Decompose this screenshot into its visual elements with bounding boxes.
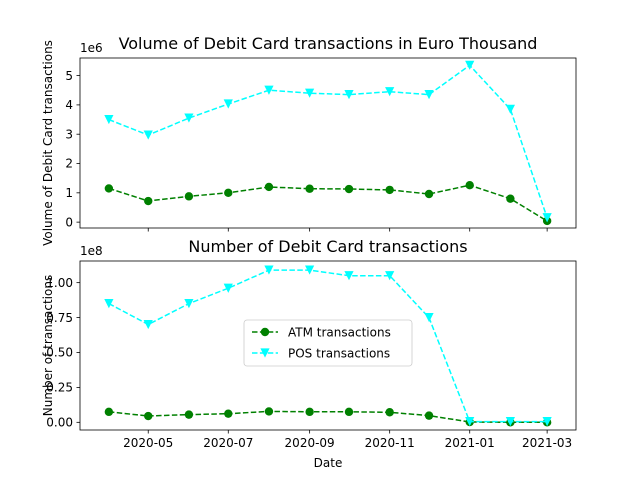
y-tick-label: 0.75 [46,311,73,325]
data-point [385,185,394,195]
y-tick-label: 3 [65,127,73,141]
data-point [344,407,354,417]
y-tick-label: 0 [65,215,73,229]
x-tick-label: 2020-05 [123,436,173,450]
data-point [224,409,233,418]
data-point [264,407,274,416]
axes-frame [79,57,577,229]
y-tick-label: 1 [65,186,73,200]
data-point [465,60,475,70]
y-tick-label: 0.00 [46,416,73,430]
data-point [344,90,354,100]
data-point [104,407,114,417]
x-tick-label: 2020-11 [365,436,415,450]
data-point [424,90,434,100]
legend: ATM transactions POS transactions [243,319,413,367]
data-point [542,213,552,223]
data-point [385,87,395,97]
data-point [264,85,274,95]
axes-2: Number of Debit Card transactions 1e8 0.00… [41,237,577,470]
x-tick-label: 2021-01 [445,436,495,450]
data-point [104,114,114,125]
data-point [305,184,314,193]
legend-marker [260,327,270,337]
data-point [144,196,153,206]
axes-frame [79,260,577,431]
data-point [505,417,515,427]
y-axis-label: Number of transactions [41,275,55,416]
series-line [108,64,548,218]
data-point [144,411,153,421]
x-tick-label: 2020-07 [203,436,253,450]
y-offset-label: 1e8 [80,244,103,258]
data-point [104,184,114,193]
y-tick-label: 0.25 [46,381,73,395]
data-point [424,189,434,199]
legend-label: ATM transactions [288,325,391,339]
data-point [344,271,354,281]
data-point [184,410,194,419]
data-point [465,181,474,190]
data-point [542,417,552,427]
y-tick-label: 2 [65,157,73,171]
data-point [264,182,274,192]
data-point [143,319,153,330]
data-point [385,271,395,281]
x-tick-label: 2021-03 [522,436,572,450]
x-tick-label: 2020-09 [285,436,335,450]
data-point [104,298,114,309]
y-tick-label: 0.50 [46,346,73,360]
y-tick-label: 1.00 [46,276,73,290]
data-point [224,188,233,198]
series-line [108,269,548,423]
data-point [424,312,434,323]
y-tick-label: 4 [65,98,73,112]
data-point [184,298,194,309]
legend-marker [260,348,270,358]
legend-box [243,319,413,367]
series-line [108,410,548,424]
data-point [424,411,434,420]
data-point [465,417,475,427]
data-point [143,130,153,140]
data-point [344,184,354,194]
axes-1: Volume of Debit Card transactions in Eur… [41,34,577,246]
data-point [184,113,194,123]
series-line [108,184,548,222]
data-point [264,265,274,275]
chart-title: Number of Debit Card transactions [188,237,467,256]
x-axis-label: Date [314,456,343,470]
legend-label: POS transactions [288,346,390,360]
data-point [305,88,315,98]
data-point [385,408,394,417]
data-point [305,265,315,275]
data-point [223,283,233,293]
data-point [506,194,515,203]
y-offset-label: 1e6 [80,41,103,55]
chart-title: Volume of Debit Card transactions in Eur… [119,34,538,53]
y-tick-label: 5 [65,69,73,83]
data-point [184,192,194,201]
data-point [223,99,233,109]
y-axis-label: Volume of Debit Card transactions [41,40,55,246]
data-point [505,104,515,114]
data-point [305,407,314,417]
